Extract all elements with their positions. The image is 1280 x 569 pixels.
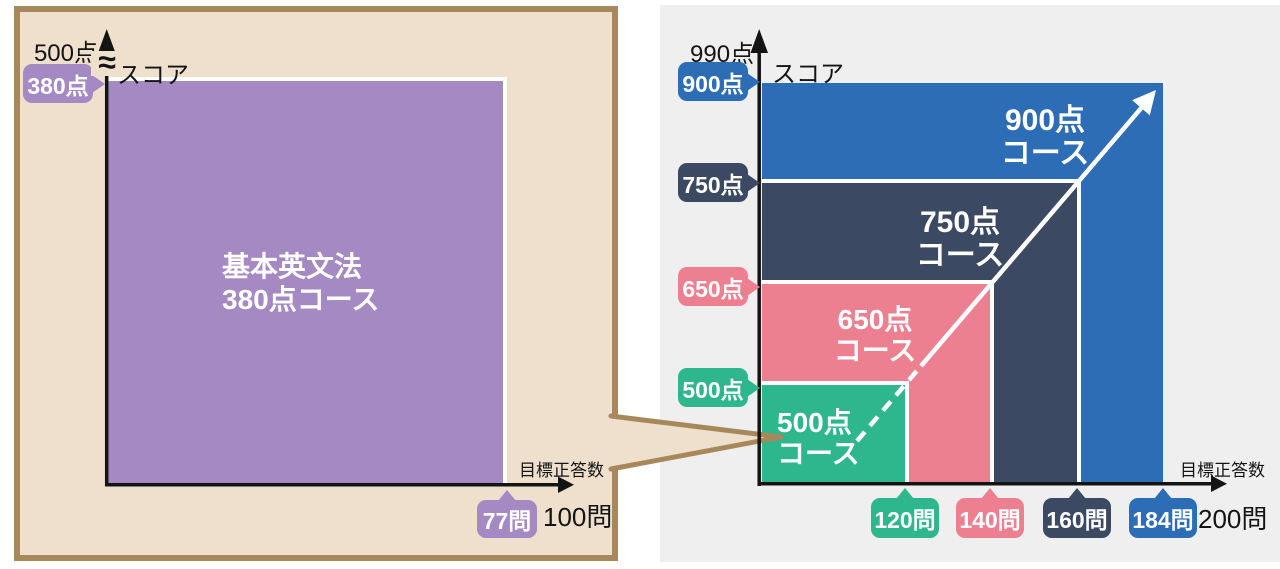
course-label-650-line2: コース <box>833 335 917 366</box>
course-label-750: 750点 コース <box>855 206 1065 272</box>
course-label-500-line1: 500点 <box>777 407 852 438</box>
question-badge-120-label: 120問 <box>874 507 936 533</box>
score-badge-750-label: 750点 <box>682 171 744 198</box>
course-label-900-line2: コース <box>1000 137 1090 170</box>
left-x-max-label: 100問 <box>543 502 613 532</box>
right-x-axis-title: 目標正答数 <box>1180 461 1265 480</box>
score-badge-650: 650点 <box>678 267 748 306</box>
left-score-badge-380: 380点 <box>23 64 93 103</box>
left-y-max-label: 500点 <box>33 40 98 67</box>
right-y-axis-title: スコア <box>772 61 844 88</box>
left-course-title-line1: 基本英文法 <box>222 251 363 282</box>
score-badge-650-label: 650点 <box>682 275 744 302</box>
question-badge-140-label: 140問 <box>959 507 1021 533</box>
score-badge-900-label: 900点 <box>682 70 744 97</box>
question-badge-160-label: 160問 <box>1046 507 1108 533</box>
question-badge-120: 120問 <box>871 498 939 538</box>
question-badge-140: 140問 <box>956 498 1024 538</box>
left-y-axis-title: スコア <box>117 62 189 89</box>
question-badge-184-label: 184問 <box>1132 507 1194 533</box>
left-course-title: 基本英文法 380点コース <box>222 250 379 316</box>
left-x-axis-title: 目標正答数 <box>519 461 604 480</box>
right-x-max-label: 200問 <box>1198 504 1268 534</box>
course-label-500-line2: コース <box>777 438 860 469</box>
course-label-900: 900点 コース <box>940 104 1150 170</box>
score-badge-750: 750点 <box>678 163 748 202</box>
question-badge-184: 184問 <box>1129 498 1197 538</box>
score-badge-500-label: 500点 <box>682 376 744 403</box>
left-question-badge-label: 77問 <box>482 508 532 534</box>
course-label-500: 500点 コース <box>777 407 860 469</box>
left-course-title-line2: 380点コース <box>222 284 380 315</box>
course-label-900-line1: 900点 <box>1004 104 1086 137</box>
question-badge-160: 160問 <box>1043 498 1111 538</box>
course-label-750-line2: コース <box>915 239 1005 272</box>
axis-break-icon: ≈ <box>91 46 123 78</box>
left-score-badge-label: 380点 <box>27 72 89 99</box>
left-question-badge-77: 77問 <box>477 500 537 538</box>
score-badge-900: 900点 <box>678 62 748 101</box>
course-label-650: 650点 コース <box>770 304 980 366</box>
course-label-650-line1: 650点 <box>837 304 913 335</box>
score-badge-500: 500点 <box>678 368 748 407</box>
course-label-750-line1: 750点 <box>919 206 1001 239</box>
course-square-380 <box>108 77 507 485</box>
